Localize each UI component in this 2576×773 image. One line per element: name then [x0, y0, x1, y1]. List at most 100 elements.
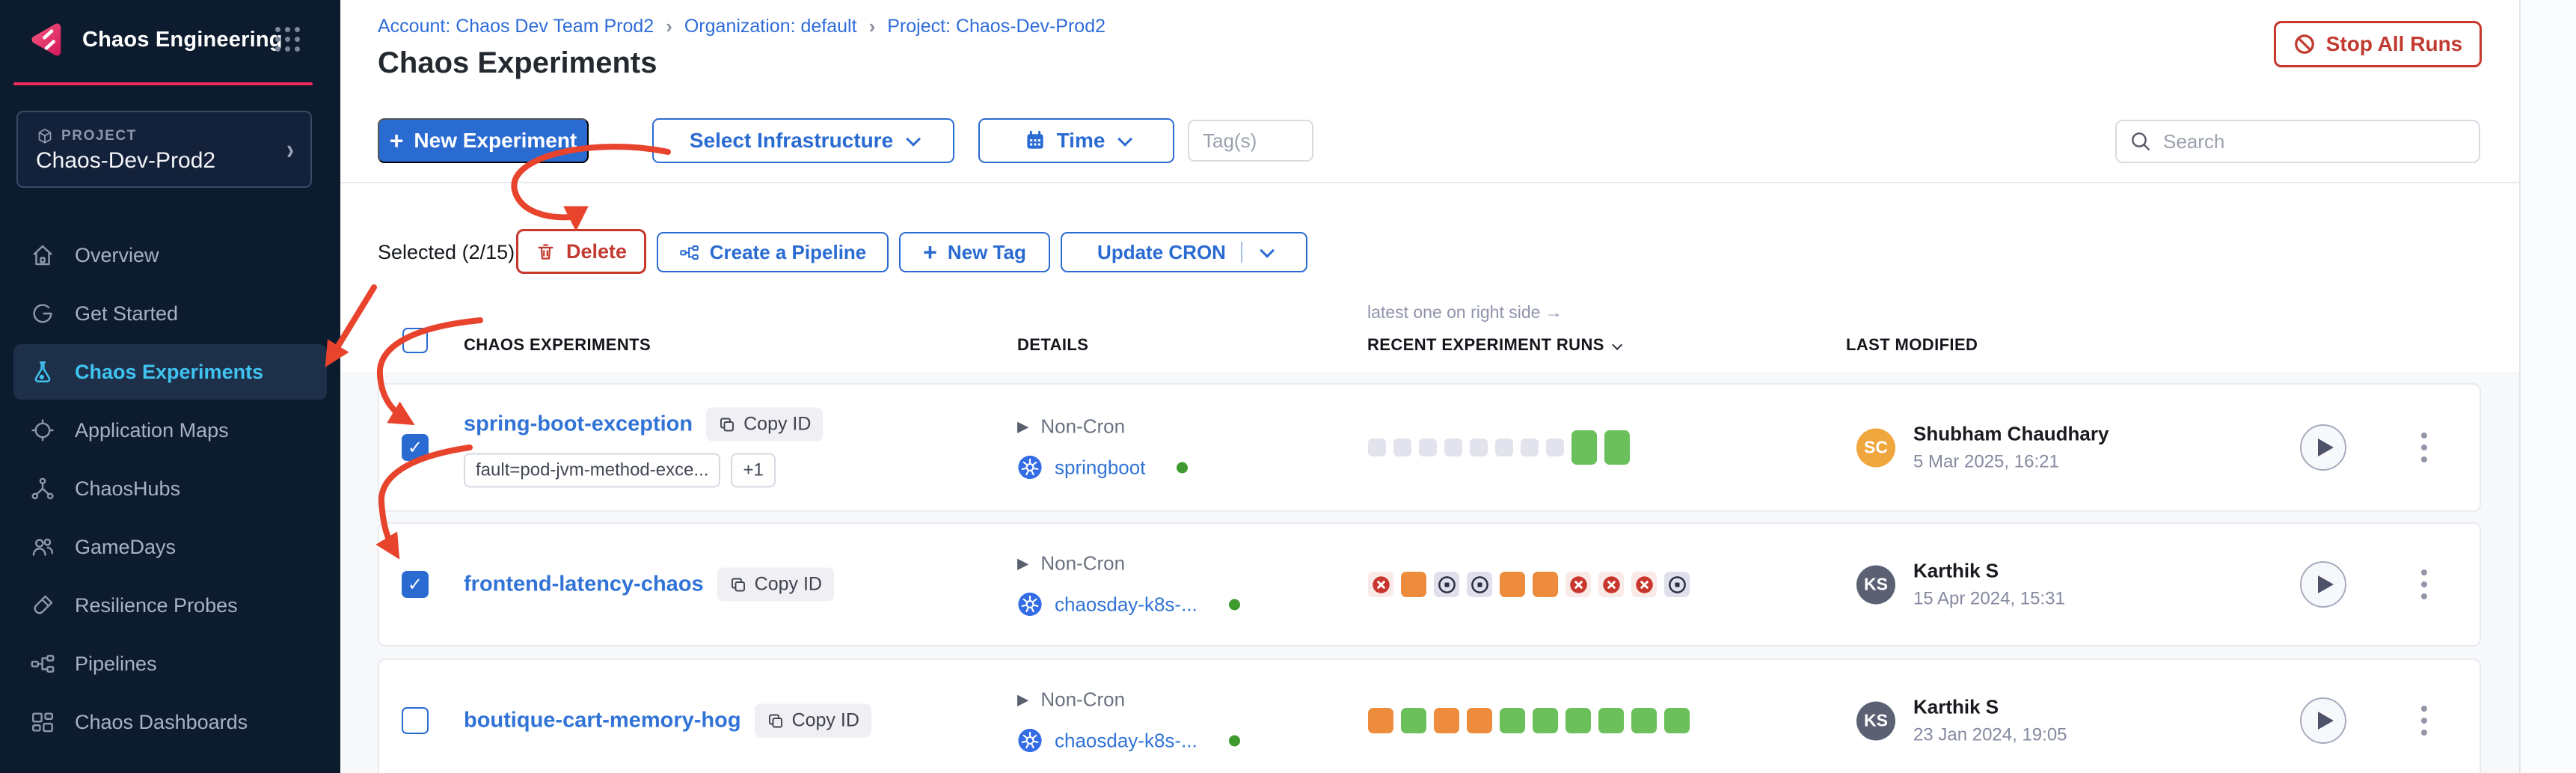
delete-button[interactable]: Delete [516, 229, 646, 274]
run-failed[interactable] [1565, 572, 1591, 597]
infra-status-dot [1228, 599, 1240, 610]
kubernetes-icon [1018, 455, 1042, 480]
breadcrumb: Account: Chaos Dev Team Prod2 › Organizati… [378, 15, 1105, 38]
sidebar-item-chaos-experiments[interactable]: Chaos Experiments [13, 344, 327, 400]
sidebar-item-chaoshubs[interactable]: ChaosHubs [13, 461, 327, 516]
last-modified-cell: KS Karthik S 15 Apr 2024, 15:31 [1856, 560, 2065, 610]
expand-triangle-icon[interactable]: ▶ [1017, 691, 1029, 709]
run-success[interactable] [1631, 708, 1657, 733]
run-running[interactable] [1500, 572, 1525, 597]
breadcrumb-separator: › [868, 15, 876, 37]
sidebar-item-gamedays[interactable]: GameDays [13, 519, 327, 575]
run-failed[interactable] [1631, 572, 1657, 597]
copy-id-button[interactable]: Copy ID [717, 567, 834, 602]
run-empty[interactable] [1495, 439, 1513, 456]
new-tag-button[interactable]: + New Tag [899, 232, 1050, 272]
row-menu-button[interactable] [2415, 700, 2433, 742]
sidebar-item-resilience-probes[interactable]: Resilience Probes [13, 578, 327, 633]
run-running[interactable] [1467, 708, 1492, 733]
run-running[interactable] [1533, 572, 1558, 597]
flask-icon [34, 361, 51, 382]
row-menu-button[interactable] [2415, 563, 2433, 605]
run-empty[interactable] [1368, 439, 1386, 456]
pipelines-icon [31, 655, 55, 673]
details-cell: ▶ Non-Cron springboot [1017, 415, 1189, 480]
sidebar-item-overview[interactable]: Overview [13, 227, 327, 283]
run-empty[interactable] [1521, 439, 1539, 456]
row-checkbox[interactable] [402, 707, 429, 734]
sidebar-item-label: Application Maps [75, 418, 229, 442]
sidebar: Chaos Engineering PROJECT Chaos-Dev-Prod… [0, 0, 340, 773]
experiment-name-link[interactable]: frontend-latency-chaos [464, 572, 704, 596]
run-stopped[interactable] [1434, 572, 1459, 597]
row-checkbox[interactable]: ✓ [402, 571, 429, 598]
sidebar-item-get-started[interactable]: Get Started [13, 286, 327, 341]
run-empty[interactable] [1444, 439, 1462, 456]
update-cron-button[interactable]: Update CRON [1061, 232, 1307, 272]
run-success-latest[interactable] [1604, 430, 1630, 465]
run-success[interactable] [1401, 708, 1426, 733]
selected-count-label: Selected (2/15) [378, 241, 515, 263]
run-success[interactable] [1533, 708, 1558, 733]
copy-id-button[interactable]: Copy ID [706, 407, 824, 442]
create-pipeline-button[interactable]: Create a Pipeline [657, 232, 889, 272]
run-failed[interactable] [1598, 572, 1624, 597]
failed-run-icon [1372, 575, 1390, 593]
expand-triangle-icon[interactable]: ▶ [1017, 555, 1029, 572]
run-experiment-button[interactable] [2300, 697, 2346, 744]
column-header-runs[interactable]: RECENT EXPERIMENT RUNS [1367, 335, 1623, 355]
select-infrastructure-dropdown[interactable]: Select Infrastructure [652, 118, 954, 163]
search-input[interactable] [2115, 120, 2480, 163]
run-success[interactable] [1598, 708, 1624, 733]
run-empty[interactable] [1419, 439, 1437, 456]
stopped-run-icon [1668, 575, 1686, 593]
app-switcher-icon[interactable] [275, 27, 300, 52]
sidebar-item-label: GameDays [75, 535, 177, 558]
row-checkbox[interactable]: ✓ [402, 434, 429, 461]
copy-icon [768, 714, 782, 727]
time-filter-dropdown[interactable]: Time [978, 118, 1174, 163]
run-success[interactable] [1500, 708, 1525, 733]
sidebar-item-chaos-dashboards[interactable]: Chaos Dashboards [13, 694, 327, 750]
breadcrumb-link[interactable]: Project: Chaos-Dev-Prod2 [887, 16, 1106, 37]
run-success-latest[interactable] [1571, 430, 1597, 465]
select-all-checkbox[interactable] [402, 328, 428, 353]
run-success[interactable] [1664, 708, 1690, 733]
copy-id-button[interactable]: Copy ID [754, 703, 871, 738]
breadcrumb-link[interactable]: Account: Chaos Dev Team Prod2 [378, 16, 654, 37]
run-empty[interactable] [1393, 439, 1411, 456]
modified-date: 15 Apr 2024, 15:31 [1913, 588, 2065, 609]
run-success[interactable] [1565, 708, 1591, 733]
run-stopped[interactable] [1664, 572, 1690, 597]
infrastructure-link[interactable]: springboot [1055, 456, 1146, 478]
copy-icon [731, 578, 745, 591]
stopped-run-icon [1438, 575, 1456, 593]
row-menu-button[interactable] [2415, 427, 2433, 468]
last-modified-cell: SC Shubham Chaudhary 5 Mar 2025, 16:21 [1856, 423, 2109, 473]
experiment-cell: frontend-latency-chaos Copy ID [464, 567, 834, 602]
sidebar-item-application-maps[interactable]: Application Maps [13, 403, 327, 458]
run-failed[interactable] [1368, 572, 1393, 597]
tag-more-pill[interactable]: +1 [731, 453, 776, 488]
run-stopped[interactable] [1467, 572, 1492, 597]
run-empty[interactable] [1546, 439, 1564, 456]
stop-all-runs-button[interactable]: Stop All Runs [2274, 21, 2482, 67]
infrastructure-link[interactable]: chaosday-k8s-... [1055, 593, 1197, 615]
new-experiment-button[interactable]: + New Experiment [378, 118, 589, 163]
run-running[interactable] [1368, 708, 1393, 733]
run-experiment-button[interactable] [2300, 561, 2346, 608]
breadcrumb-link[interactable]: Organization: default [684, 16, 857, 37]
run-running[interactable] [1434, 708, 1459, 733]
run-running[interactable] [1401, 572, 1426, 597]
run-empty[interactable] [1470, 439, 1488, 456]
sidebar-item-pipelines[interactable]: Pipelines [13, 636, 327, 691]
cube-icon [38, 128, 52, 144]
tags-filter-input[interactable] [1188, 120, 1313, 162]
experiment-name-link[interactable]: spring-boot-exception [464, 412, 693, 436]
pipeline-icon [679, 245, 699, 260]
experiment-name-link[interactable]: boutique-cart-memory-hog [464, 708, 741, 733]
project-selector[interactable]: PROJECT Chaos-Dev-Prod2 › [16, 111, 312, 188]
expand-triangle-icon[interactable]: ▶ [1017, 418, 1029, 436]
infrastructure-link[interactable]: chaosday-k8s-... [1055, 729, 1197, 751]
run-experiment-button[interactable] [2300, 424, 2346, 471]
